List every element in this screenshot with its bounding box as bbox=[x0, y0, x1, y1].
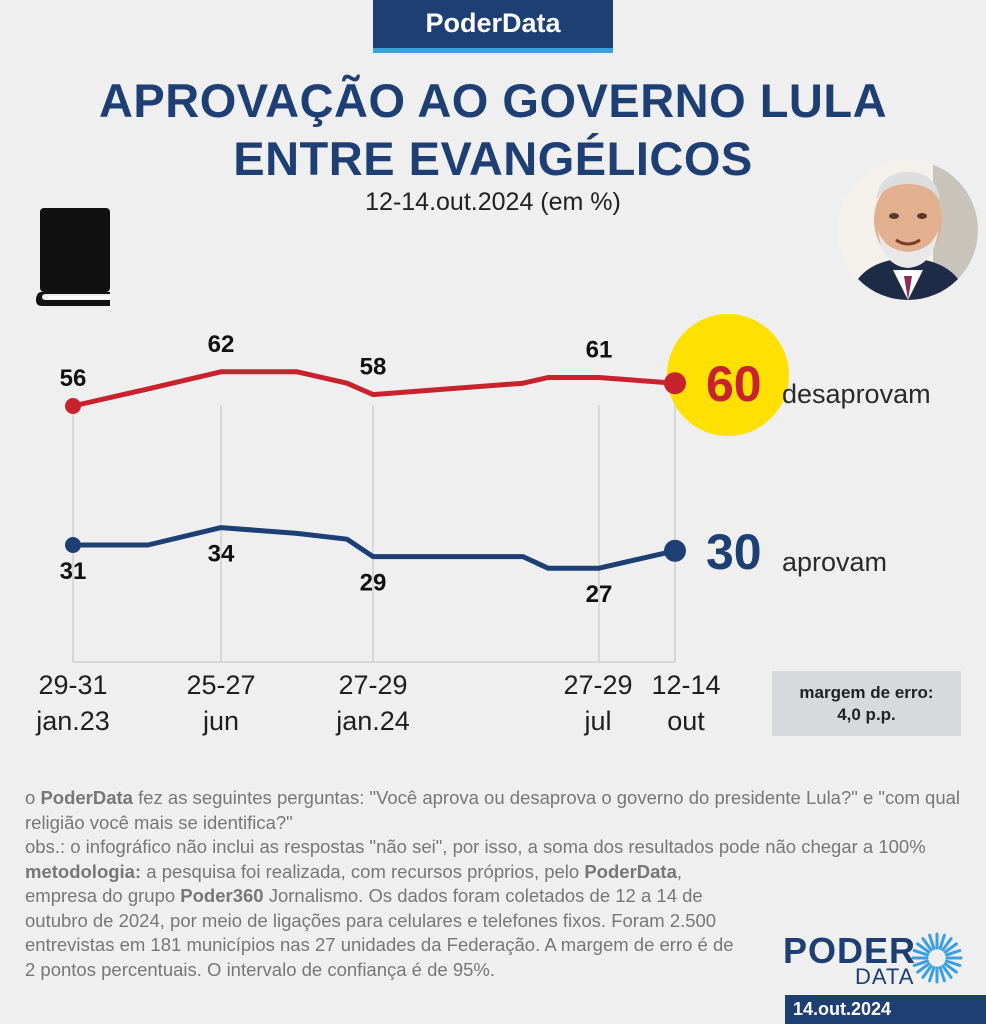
end-value-aprovam: 30 bbox=[706, 524, 762, 580]
brand-header: PoderData bbox=[373, 0, 613, 53]
data-label-desaprovam: 61 bbox=[586, 337, 613, 364]
series-name-aprovam: aprovam bbox=[782, 547, 887, 577]
series-line-aprovam bbox=[73, 525, 676, 571]
end-value-desaprovam: 60 bbox=[706, 356, 762, 412]
x-tick-label: 27-29 bbox=[563, 670, 632, 700]
data-label-aprovam: 31 bbox=[60, 558, 87, 585]
sunburst-logo-icon bbox=[911, 932, 963, 984]
data-label-desaprovam: 62 bbox=[208, 331, 235, 358]
margin-value: 4,0 p.p. bbox=[837, 705, 896, 724]
data-label-desaprovam: 58 bbox=[360, 354, 387, 381]
title-line-2: ENTRE EVANGÉLICOS bbox=[233, 132, 753, 185]
point-desaprovam-end bbox=[664, 372, 686, 395]
series-line-desaprovam bbox=[72, 369, 676, 409]
data-label-aprovam: 29 bbox=[360, 570, 387, 597]
margin-of-error-box: margem de erro: 4,0 p.p. bbox=[772, 671, 961, 736]
x-tick-label: jun bbox=[202, 706, 239, 736]
x-tick-label: jan.23 bbox=[35, 706, 110, 736]
x-tick-label: 27-29 bbox=[338, 670, 407, 700]
highlight-circle bbox=[667, 314, 789, 436]
data-label-aprovam: 34 bbox=[208, 541, 235, 568]
methodology-note: metodologia: a pesquisa foi realizada, c… bbox=[25, 860, 734, 980]
footer-date: 14.out.2024 bbox=[785, 995, 986, 1024]
poderdata-logo: PODER DATA bbox=[783, 930, 963, 990]
obs-note: obs.: o infográfico não inclui as respos… bbox=[25, 836, 926, 857]
data-label-aprovam: 27 bbox=[586, 581, 613, 608]
question-note: o PoderData fez as seguintes perguntas: … bbox=[25, 787, 961, 833]
bible-book-icon bbox=[36, 208, 110, 306]
lula-portrait bbox=[838, 160, 978, 300]
data-label-desaprovam: 56 bbox=[60, 365, 87, 392]
x-tick-label: out bbox=[667, 706, 705, 736]
methodology-notes: o PoderData fez as seguintes perguntas: … bbox=[25, 786, 965, 982]
line-chart: 56 62 58 61 60 desaprovam 31 34 29 27 30 aprovam 29… bbox=[35, 314, 931, 736]
point-desaprovam-start bbox=[65, 398, 81, 414]
page-title: APROVAÇÃO AO GOVERNO LULA ENTRE EVANGÉLI… bbox=[0, 72, 986, 188]
point-aprovam-start bbox=[65, 537, 81, 553]
point-aprovam-end bbox=[664, 539, 686, 562]
x-tick-label: jan.24 bbox=[335, 706, 410, 736]
series-name-desaprovam: desaprovam bbox=[782, 379, 931, 409]
margin-label: margem de erro: bbox=[799, 683, 934, 702]
title-line-1: APROVAÇÃO AO GOVERNO LULA bbox=[98, 74, 888, 127]
x-tick-label: jul bbox=[583, 706, 611, 736]
x-tick-label: 12-14 bbox=[651, 670, 720, 700]
x-tick-label: 25-27 bbox=[186, 670, 255, 700]
x-tick-label: 29-31 bbox=[38, 670, 107, 700]
page-subtitle: 12-14.out.2024 (em %) bbox=[365, 188, 621, 216]
